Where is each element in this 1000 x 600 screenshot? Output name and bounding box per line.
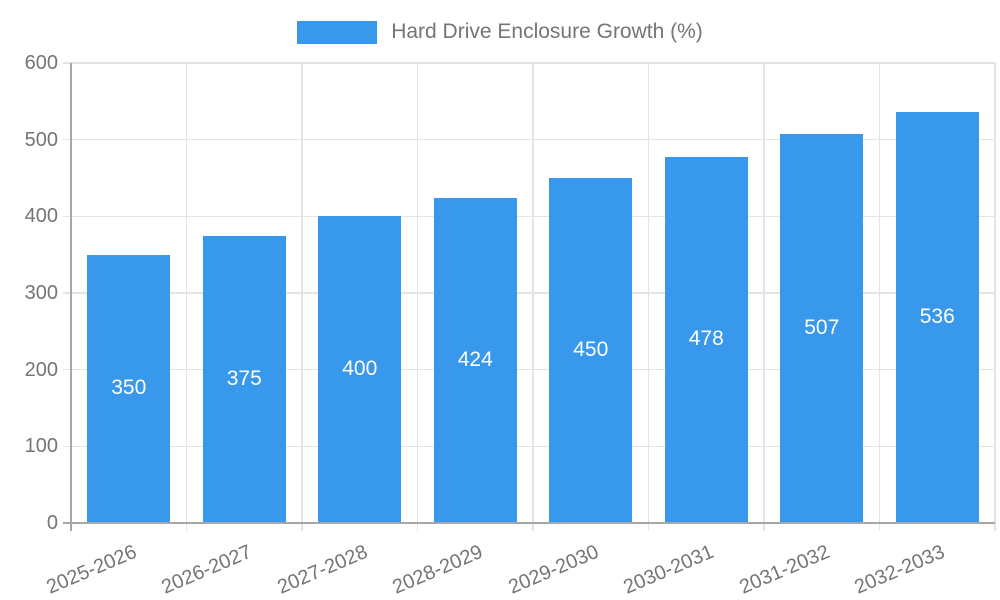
legend[interactable]: Hard Drive Enclosure Growth (%) xyxy=(0,20,1000,44)
legend-swatch-icon xyxy=(297,20,378,44)
bar-value-label: 350 xyxy=(111,376,147,400)
gridline-h xyxy=(63,445,995,448)
y-axis-tick-label: 500 xyxy=(24,128,58,151)
gridline-v xyxy=(185,63,188,531)
gridline-h xyxy=(63,62,995,64)
bar-value-label: 450 xyxy=(573,338,609,361)
x-axis-tick-label: 2025-2026 xyxy=(43,540,140,599)
y-axis-tick-label: 100 xyxy=(24,435,58,458)
bar-value-label: 478 xyxy=(688,327,724,351)
y-axis-line xyxy=(70,63,72,531)
bar: 375 xyxy=(202,235,286,522)
bar: 400 xyxy=(318,216,402,522)
legend-label: Hard Drive Enclosure Growth (%) xyxy=(391,20,703,43)
gridline-h xyxy=(63,138,995,141)
bar: 478 xyxy=(664,156,748,522)
bar-value-label: 424 xyxy=(457,347,493,371)
gridline-v xyxy=(301,63,303,531)
gridline-h xyxy=(63,215,995,218)
y-axis-tick-label: 0 xyxy=(46,512,58,534)
gridline-h xyxy=(63,368,995,371)
bar: 350 xyxy=(87,254,171,522)
bar-value-label: 536 xyxy=(919,305,955,329)
x-axis-line xyxy=(63,522,995,524)
gridline-v xyxy=(532,63,534,531)
bar: 536 xyxy=(895,112,979,522)
bar: 450 xyxy=(549,178,633,522)
gridline-v xyxy=(878,63,881,531)
gridline-h xyxy=(63,292,995,294)
y-axis-tick-label: 200 xyxy=(24,358,58,381)
y-axis-tick-label: 400 xyxy=(24,205,58,228)
bar: 507 xyxy=(780,134,864,522)
bar-value-label: 375 xyxy=(226,366,262,390)
gridline-v xyxy=(763,63,765,531)
gridline-v xyxy=(994,63,996,531)
y-axis-tick-label: 600 xyxy=(24,52,58,74)
y-axis-tick-label: 300 xyxy=(24,282,58,304)
bar-value-label: 507 xyxy=(804,316,840,340)
gridline-v xyxy=(416,63,419,531)
bar-value-label: 400 xyxy=(342,357,378,381)
bar: 424 xyxy=(433,197,517,522)
gridline-v xyxy=(647,63,650,531)
